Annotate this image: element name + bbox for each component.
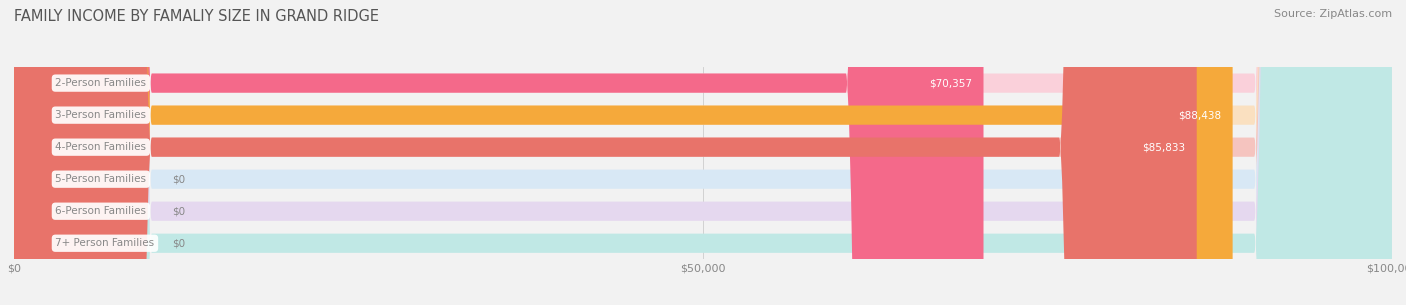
Text: 5-Person Families: 5-Person Families xyxy=(55,174,146,184)
Text: $70,357: $70,357 xyxy=(929,78,973,88)
Text: 6-Person Families: 6-Person Families xyxy=(55,206,146,216)
FancyBboxPatch shape xyxy=(14,0,1392,305)
Text: 2-Person Families: 2-Person Families xyxy=(55,78,146,88)
FancyBboxPatch shape xyxy=(14,0,1233,305)
FancyBboxPatch shape xyxy=(14,0,1392,305)
FancyBboxPatch shape xyxy=(14,0,983,305)
Text: $0: $0 xyxy=(173,238,186,248)
FancyBboxPatch shape xyxy=(14,0,1392,305)
Text: $0: $0 xyxy=(173,174,186,184)
Text: Source: ZipAtlas.com: Source: ZipAtlas.com xyxy=(1274,9,1392,19)
FancyBboxPatch shape xyxy=(14,0,1392,305)
Text: 3-Person Families: 3-Person Families xyxy=(55,110,146,120)
Text: $0: $0 xyxy=(173,206,186,216)
Text: $88,438: $88,438 xyxy=(1178,110,1222,120)
FancyBboxPatch shape xyxy=(14,0,1392,305)
Text: 4-Person Families: 4-Person Families xyxy=(55,142,146,152)
Text: $85,833: $85,833 xyxy=(1143,142,1185,152)
Text: FAMILY INCOME BY FAMALIY SIZE IN GRAND RIDGE: FAMILY INCOME BY FAMALIY SIZE IN GRAND R… xyxy=(14,9,380,24)
Text: 7+ Person Families: 7+ Person Families xyxy=(55,238,155,248)
FancyBboxPatch shape xyxy=(14,0,1197,305)
FancyBboxPatch shape xyxy=(14,0,1392,305)
